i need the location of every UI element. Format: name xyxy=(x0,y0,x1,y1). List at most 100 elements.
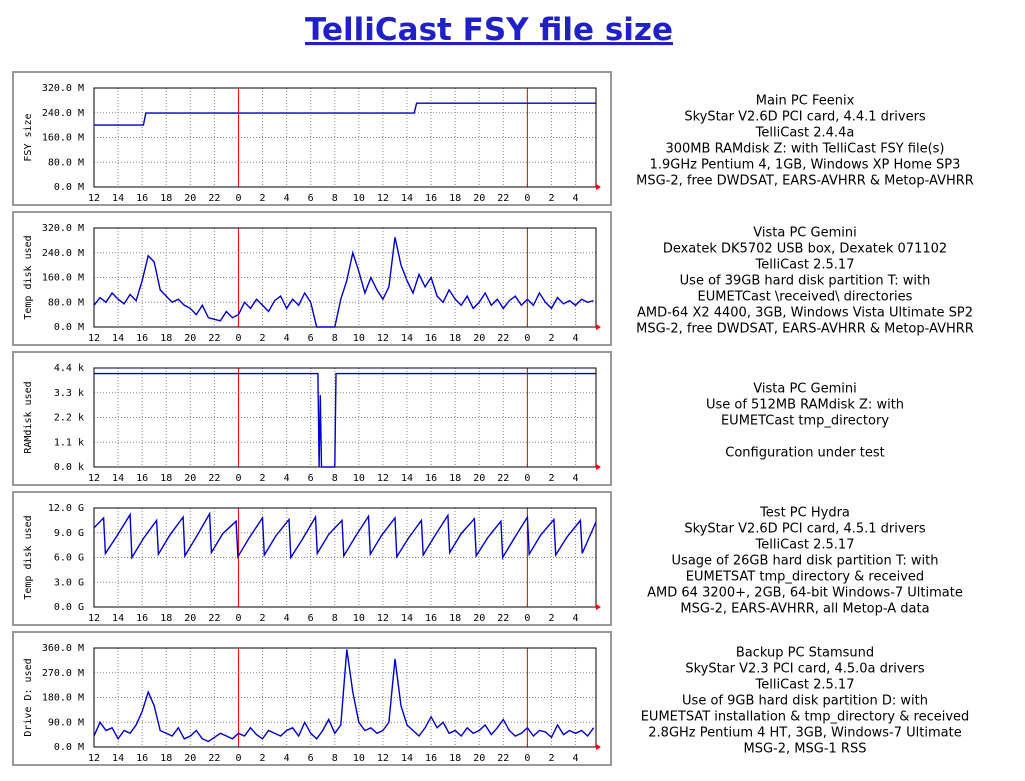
x-tick-label: 18 xyxy=(449,333,461,344)
x-tick-label: 22 xyxy=(497,333,509,344)
description-line: Backup PC Stamsund xyxy=(736,646,874,661)
x-tick-label: 14 xyxy=(401,333,413,344)
x-tick-label: 16 xyxy=(425,193,437,204)
x-tick-label: 22 xyxy=(208,333,220,344)
description-line: Use of 9GB hard disk partition D: with xyxy=(682,694,928,709)
x-tick-label: 20 xyxy=(473,473,485,484)
x-tick-label: 22 xyxy=(208,473,220,484)
y-tick-label: 180.0 M xyxy=(42,693,84,704)
page-title: TelliCast FSY file size xyxy=(305,12,673,48)
x-tick-label: 0 xyxy=(524,193,530,204)
x-tick-label: 8 xyxy=(332,753,338,764)
x-tick-label: 0 xyxy=(235,333,241,344)
chart-panel xyxy=(12,351,612,486)
x-tick-label: 4 xyxy=(284,333,290,344)
x-tick-label: 20 xyxy=(184,753,196,764)
x-tick-label: 4 xyxy=(573,753,579,764)
x-tick-label: 20 xyxy=(184,333,196,344)
x-tick-label: 18 xyxy=(160,753,172,764)
plot-frame xyxy=(93,367,597,468)
x-tick-label: 18 xyxy=(160,333,172,344)
description-note: Configuration under test xyxy=(725,446,884,461)
description-line: Usage of 26GB hard disk partition T: wit… xyxy=(672,554,939,569)
plot-frame xyxy=(93,87,597,188)
x-tick-label: 0 xyxy=(235,753,241,764)
x-tick-label: 20 xyxy=(184,613,196,624)
x-tick-label: 14 xyxy=(112,333,124,344)
x-tick-label: 0 xyxy=(524,333,530,344)
x-tick-label: 10 xyxy=(353,753,365,764)
x-tick-label: 14 xyxy=(112,473,124,484)
data-line xyxy=(94,102,596,126)
chart-panel xyxy=(12,631,612,766)
x-tick-label: 16 xyxy=(136,333,148,344)
description-line: MSG-2, free DWDSAT, EARS-AVHRR & Metop-A… xyxy=(636,322,974,337)
description-line: TelliCast 2.4.4a xyxy=(755,126,855,141)
x-tick-label: 14 xyxy=(112,753,124,764)
axis-arrow xyxy=(596,184,601,190)
x-tick-label: 20 xyxy=(184,193,196,204)
y-tick-label: 360.0 M xyxy=(42,643,84,654)
y-tick-label: 80.0 M xyxy=(48,297,84,308)
description-line: AMD 64 3200+, 2GB, 64-bit Windows-7 Ulti… xyxy=(647,586,963,601)
description-line: Vista PC Gemini xyxy=(753,382,856,397)
x-tick-label: 14 xyxy=(401,753,413,764)
x-tick-label: 10 xyxy=(353,613,365,624)
x-tick-label: 0 xyxy=(524,753,530,764)
description-line: 2.8GHz Pentium 4 HT, 3GB, Windows-7 Ulti… xyxy=(648,726,961,741)
y-tick-label: 0.0 M xyxy=(54,742,84,753)
chart-panel xyxy=(12,211,612,346)
x-tick-label: 0 xyxy=(524,613,530,624)
y-tick-label: 0.0 G xyxy=(54,602,84,613)
x-tick-label: 6 xyxy=(308,473,314,484)
x-tick-label: 16 xyxy=(136,193,148,204)
y-tick-label: 9.0 G xyxy=(54,528,84,539)
data-line xyxy=(94,372,596,468)
x-tick-label: 12 xyxy=(88,333,100,344)
x-tick-label: 0 xyxy=(235,613,241,624)
x-tick-label: 20 xyxy=(473,753,485,764)
x-tick-label: 16 xyxy=(425,753,437,764)
x-tick-label: 0 xyxy=(235,473,241,484)
description-line: TelliCast 2.5.17 xyxy=(755,678,855,693)
description-line: SkyStar V2.6D PCI card, 4.5.1 drivers xyxy=(684,522,926,537)
x-tick-label: 22 xyxy=(497,753,509,764)
y-tick-label: 0.0 M xyxy=(54,322,84,333)
description-line: Dexatek DK5702 USB box, Dexatek 071102 xyxy=(663,242,947,257)
y-tick-label: 12.0 G xyxy=(48,503,84,514)
axis-arrow xyxy=(596,324,601,330)
x-tick-label: 6 xyxy=(308,333,314,344)
x-tick-label: 0 xyxy=(235,193,241,204)
x-tick-label: 2 xyxy=(260,613,266,624)
x-tick-label: 22 xyxy=(497,613,509,624)
x-tick-label: 0 xyxy=(524,473,530,484)
y-axis-label: Temp disk used xyxy=(23,235,34,319)
x-tick-label: 4 xyxy=(573,613,579,624)
y-tick-label: 4.4 k xyxy=(54,363,84,374)
x-tick-label: 2 xyxy=(548,193,554,204)
x-tick-label: 18 xyxy=(449,473,461,484)
x-tick-label: 16 xyxy=(136,753,148,764)
x-tick-label: 16 xyxy=(136,473,148,484)
description-line: EUMETSAT tmp_directory & received xyxy=(686,570,924,585)
y-axis-label: RAMdisk used xyxy=(23,381,34,453)
y-axis-label: Drive D: used xyxy=(23,658,34,736)
y-tick-label: 160.0 M xyxy=(42,273,84,284)
y-tick-label: 240.0 M xyxy=(42,108,84,119)
x-tick-label: 16 xyxy=(136,613,148,624)
description-line: Main PC Feenix xyxy=(756,94,855,109)
axis-arrow xyxy=(596,604,601,610)
x-tick-label: 22 xyxy=(497,193,509,204)
x-tick-label: 4 xyxy=(284,753,290,764)
description-line: Use of 39GB hard disk partition T: with xyxy=(680,274,931,289)
description-line: MSG-2, EARS-AVHRR, all Metop-A data xyxy=(680,602,929,617)
description-line: TelliCast 2.5.17 xyxy=(755,258,855,273)
x-tick-label: 18 xyxy=(449,753,461,764)
x-tick-label: 4 xyxy=(573,333,579,344)
x-tick-label: 8 xyxy=(332,473,338,484)
y-tick-label: 6.0 G xyxy=(54,553,84,564)
x-tick-label: 2 xyxy=(548,473,554,484)
y-tick-label: 2.2 k xyxy=(54,413,84,424)
x-tick-label: 12 xyxy=(377,333,389,344)
data-line xyxy=(93,649,595,743)
